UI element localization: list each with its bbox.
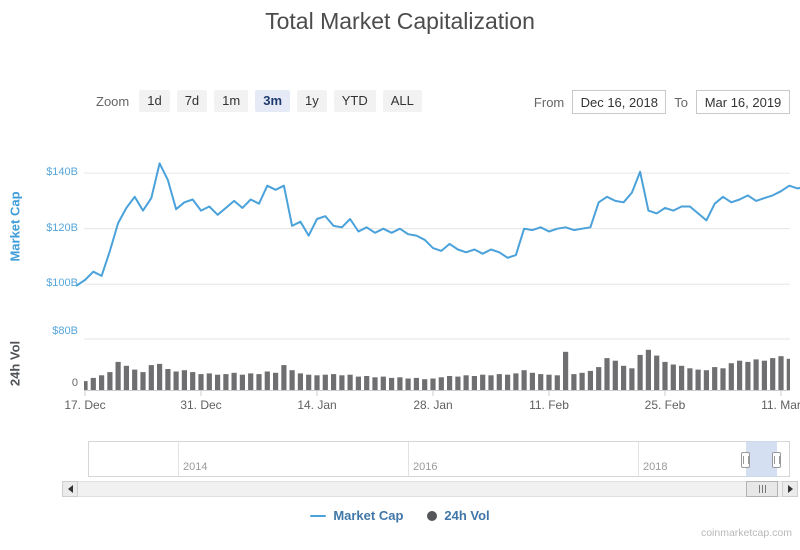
to-label: To (674, 94, 688, 110)
y-axis-label-0: 0 (71, 377, 78, 389)
date-range-inputs: From To (534, 90, 790, 114)
24h-vol-axis-title: 24h Vol (7, 340, 23, 387)
x-axis-label-11-feb: 11. Feb (529, 398, 569, 412)
scrollbar-track[interactable] (62, 481, 798, 497)
credit-link[interactable]: coinmarketcap.com (700, 527, 792, 539)
x-axis-label-25-feb: 25. Feb (644, 398, 686, 412)
zoom-label: Zoom (96, 93, 130, 109)
from-date-input[interactable] (572, 90, 667, 114)
navigator-year-2016: 2016 (413, 461, 438, 473)
navigator-gridline (178, 442, 179, 476)
navigator-year-2018: 2018 (643, 461, 668, 473)
zoom-button-7d[interactable]: 7d (176, 90, 208, 112)
navigator-gridline (408, 442, 409, 476)
y-axis-label-100b: $100B (46, 277, 78, 289)
right-arrow-icon (787, 485, 793, 493)
zoom-button-3m[interactable]: 3m (255, 90, 291, 112)
y-axis-label-140b: $140B (46, 166, 78, 178)
navigator-handle-left[interactable] (741, 452, 750, 468)
line-swatch-icon (310, 514, 327, 517)
zoom-range-buttons: Zoom 1d 7d 1m 3m 1y YTD ALL (96, 90, 422, 112)
market-cap-axis-title: Market Cap (7, 191, 23, 262)
chart-title: Total Market Capitalization (265, 8, 535, 34)
zoom-button-1y[interactable]: 1y (297, 90, 327, 112)
x-axis-label-11-mar: 11. Mar (761, 398, 800, 412)
legend-label-24h-vol: 24h Vol (444, 508, 490, 523)
zoom-button-ytd[interactable]: YTD (333, 90, 376, 112)
scrollbar-left-arrow[interactable] (62, 481, 78, 497)
x-axis-label-28-jan: 28. Jan (413, 398, 453, 412)
scrollbar-right-arrow[interactable] (782, 481, 798, 497)
navigator-year-2014: 2014 (183, 461, 208, 473)
zoom-button-1m[interactable]: 1m (214, 90, 249, 112)
from-label: From (533, 94, 565, 110)
to-date-input[interactable] (696, 90, 790, 114)
zoom-button-all[interactable]: ALL (382, 90, 422, 112)
navigator[interactable] (88, 441, 790, 477)
x-axis-label-31-dec: 31. Dec (180, 398, 222, 412)
y-axis-label-80b: $80B (52, 325, 78, 337)
legend: Market Cap 24h Vol (0, 508, 800, 523)
legend-item-market-cap[interactable]: Market Cap (310, 508, 403, 523)
x-axis-label-17-dec: 17. Dec (64, 398, 106, 412)
navigator-gridline (638, 442, 639, 476)
navigator-handle-right[interactable] (772, 452, 781, 468)
legend-item-24h-vol[interactable]: 24h Vol (427, 508, 490, 523)
grip-icon (758, 485, 766, 493)
legend-label-market-cap: Market Cap (333, 508, 404, 523)
scrollbar-thumb[interactable] (746, 481, 778, 497)
y-axis-label-120b: $120B (46, 222, 78, 234)
navigator-selected-range[interactable] (746, 441, 777, 477)
dot-swatch-icon (427, 510, 438, 521)
left-arrow-icon (67, 485, 73, 493)
zoom-button-1d[interactable]: 1d (139, 90, 170, 112)
x-axis-label-14-jan: 14. Jan (297, 398, 337, 412)
